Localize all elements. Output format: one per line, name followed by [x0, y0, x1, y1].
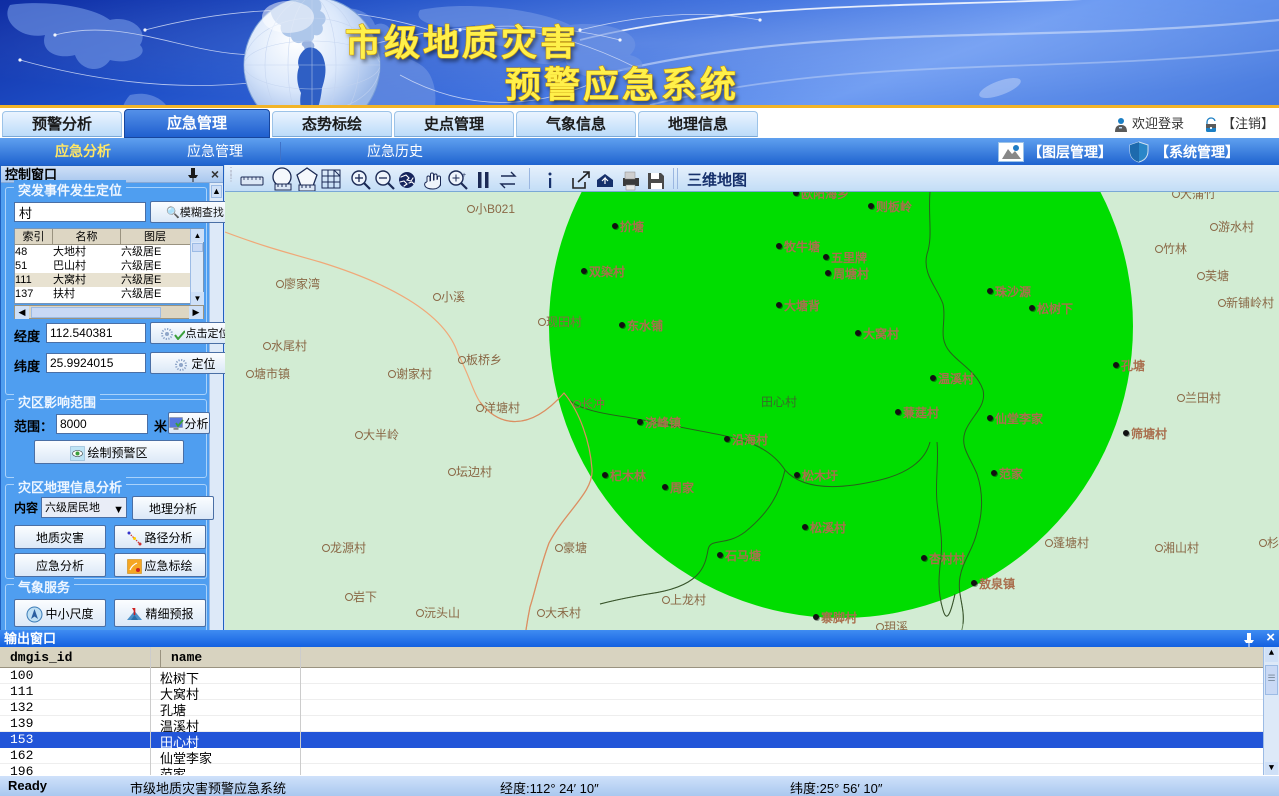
svg-text:+: +	[462, 172, 466, 179]
